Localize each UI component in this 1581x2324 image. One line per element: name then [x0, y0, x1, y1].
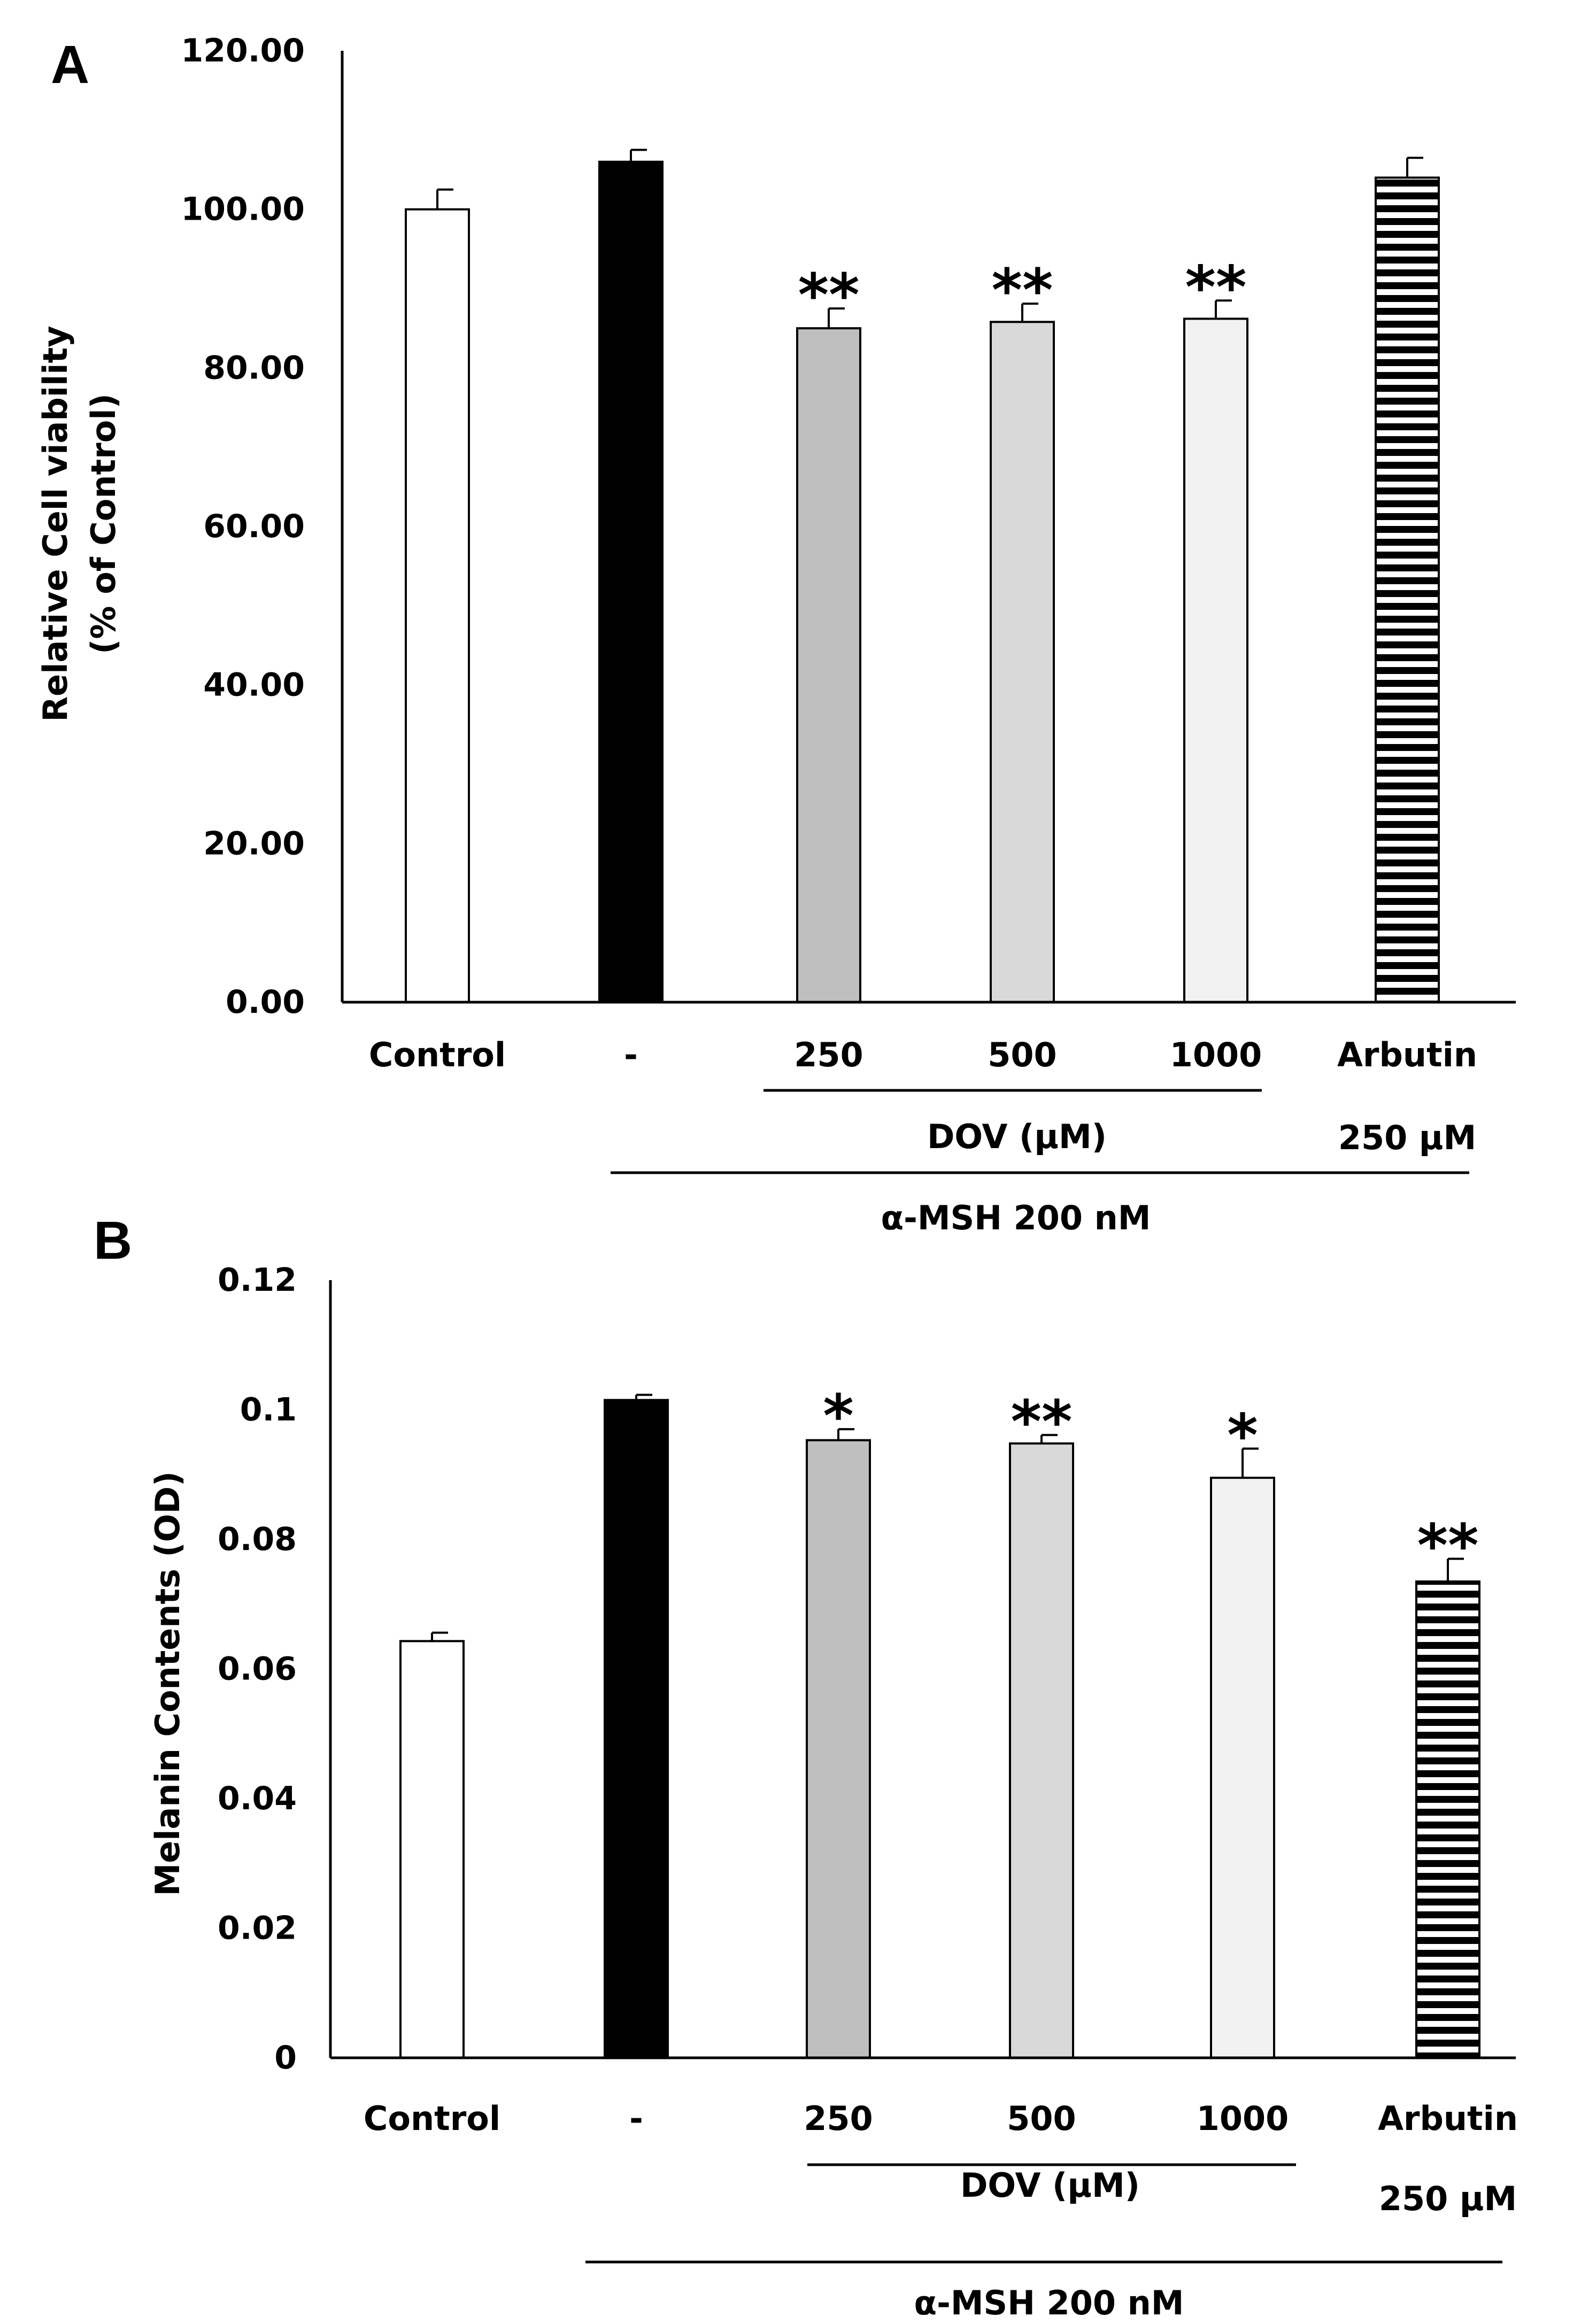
group-label-dov: DOV (μM) [927, 1117, 1107, 1156]
y-tick-label: 0.00 [226, 983, 305, 1021]
category-label: Arbutin [1378, 2099, 1518, 2138]
bar-1000 [1183, 317, 1248, 1003]
y-tick-label: 0.06 [218, 1651, 297, 1688]
y-tick-labels: 0.00 20.00 40.00 60.00 80.00 100.00 120.00 [181, 32, 305, 1021]
significance-marker: ** [1011, 1388, 1072, 1456]
bar-arbutin [1375, 176, 1440, 1003]
panel-a: A 0.00 20.00 40.00 60.00 80.00 100.00 120.00 *… [36, 32, 1516, 1237]
bar-250 [806, 1439, 871, 2059]
panel-letter-b: B [94, 1211, 132, 1271]
significance-marker: ** [1417, 1511, 1478, 1579]
bar-500 [990, 321, 1055, 1003]
significance-marker: ** [1185, 253, 1246, 321]
bar-500 [1009, 1442, 1074, 2059]
significance-marker: ** [798, 261, 859, 329]
y-tick-label: 60.00 [203, 508, 305, 545]
category-label: Arbutin [1337, 1035, 1477, 1074]
panel-b: B 00.020.040.060.080.10.12 * ** *** Contro… [94, 1211, 1518, 2322]
category-labels: Control - 250 500 1000 Arbutin 250 μM [364, 2099, 1518, 2218]
category-label: Control [364, 2099, 500, 2138]
significance-marker: * [823, 1382, 854, 1450]
bar-msh-only [598, 160, 664, 1004]
y-tick-label: 0.02 [218, 1910, 297, 1947]
y-tick-label: 20.00 [203, 825, 305, 862]
y-tick-label: 0 [274, 2039, 297, 2077]
category-label: - [629, 2099, 643, 2138]
category-label: 1000 [1197, 2099, 1289, 2138]
bar-250 [796, 327, 861, 1004]
category-label: - [624, 1035, 638, 1074]
bar-arbutin [1415, 1580, 1480, 2059]
category-sublabel: 250 μM [1379, 2179, 1517, 2218]
group-label-msh: α-MSH 200 nM [914, 2283, 1184, 2322]
y-axis-label-line2: (% of Control) [84, 393, 123, 654]
group-label-dov: DOV (μM) [960, 2166, 1140, 2205]
category-label: 500 [988, 1035, 1056, 1074]
panel-letter-a: A [51, 35, 89, 95]
significance-marker: * [1227, 1401, 1258, 1469]
category-sublabel: 250 μM [1338, 1118, 1476, 1157]
category-label: 500 [1007, 2099, 1076, 2138]
category-label: 1000 [1170, 1035, 1262, 1074]
significance-marker: ** [991, 256, 1053, 324]
bar-msh-only [604, 1399, 669, 2059]
category-label: 250 [794, 1035, 863, 1074]
y-tick-label: 100.00 [181, 191, 305, 228]
category-label: 250 [804, 2099, 873, 2138]
y-tick-label: 0.12 [218, 1261, 297, 1299]
bars: ****** [399, 1382, 1480, 2059]
y-tick-label: 120.00 [181, 32, 305, 69]
group-label-msh: α-MSH 200 nM [881, 1198, 1151, 1237]
bar-control [399, 1640, 465, 2059]
bar-1000 [1210, 1476, 1275, 2059]
category-label: Control [369, 1035, 506, 1074]
category-labels: Control - 250 500 1000 Arbutin 250 μM [369, 1035, 1477, 1157]
y-tick-label: 40.00 [203, 667, 305, 704]
y-tick-label: 0.04 [218, 1780, 297, 1817]
bars: ** ** ** [405, 149, 1440, 1004]
y-tick-label: 0.08 [218, 1521, 297, 1558]
y-axis-label-line1: Relative Cell viability [36, 326, 75, 722]
y-tick-label: 80.00 [203, 349, 305, 386]
y-tick-labels: 0 0.02 0.04 0.06 0.08 0.1 0.12 [218, 1261, 297, 2077]
bar-control [405, 208, 470, 1004]
y-axis-label: Melanin Contents (OD) [148, 1471, 187, 1896]
y-tick-label: 0.1 [240, 1391, 297, 1429]
